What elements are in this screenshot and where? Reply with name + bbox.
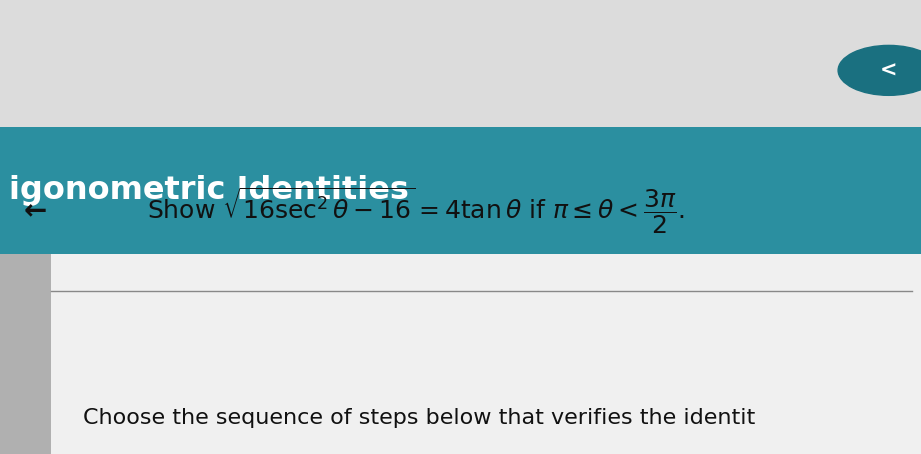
- Text: igonometric Identities: igonometric Identities: [9, 175, 409, 206]
- FancyBboxPatch shape: [0, 0, 921, 127]
- Text: <: <: [880, 60, 898, 80]
- FancyBboxPatch shape: [51, 254, 921, 454]
- FancyBboxPatch shape: [0, 254, 921, 454]
- Text: ←: ←: [23, 197, 47, 225]
- FancyBboxPatch shape: [0, 254, 51, 454]
- FancyBboxPatch shape: [0, 127, 921, 254]
- Circle shape: [838, 45, 921, 95]
- Text: Show $\sqrt{16\sec^{2}\theta - 16} = 4\tan\theta$ if $\pi \leq \theta < \dfrac{3: Show $\sqrt{16\sec^{2}\theta - 16} = 4\t…: [147, 186, 685, 237]
- Text: Choose the sequence of steps below that verifies the identit: Choose the sequence of steps below that …: [83, 408, 755, 428]
